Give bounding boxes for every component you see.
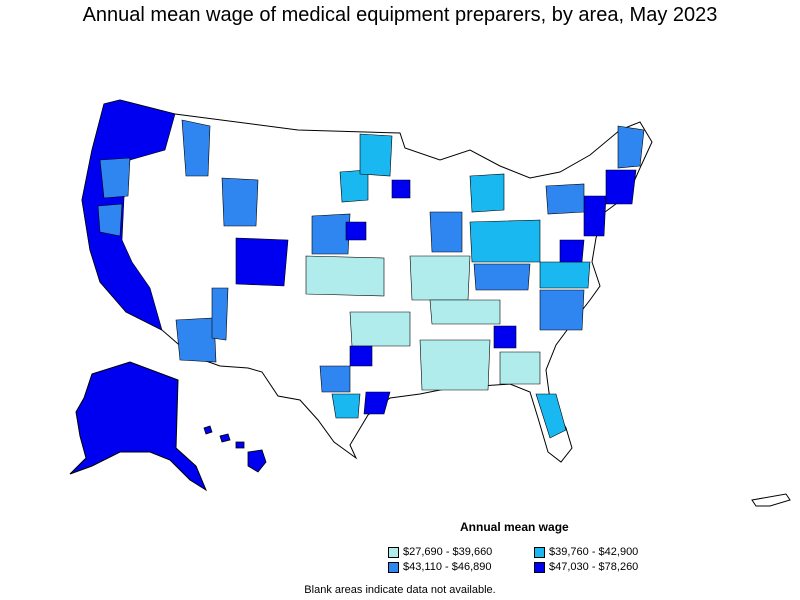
region-northeast — [583, 195, 607, 237]
region-oregon-inland — [99, 157, 131, 199]
region-georgia — [499, 351, 541, 385]
legend-swatch-1 — [388, 547, 399, 558]
region-carolinas — [539, 289, 585, 331]
region-dakotas — [359, 133, 393, 177]
region-colorado — [235, 237, 289, 287]
legend-item-2: $39,760 - $42,900 — [534, 546, 674, 559]
legend-swatch-2 — [534, 547, 545, 558]
hawaii — [203, 425, 267, 473]
region-southeast-light — [419, 339, 491, 391]
region-northern-ca — [97, 203, 123, 237]
region-florida — [535, 393, 567, 439]
region-maine — [617, 125, 645, 169]
region-dallas — [349, 345, 373, 367]
region-nashville — [493, 325, 517, 349]
region-michigan — [469, 173, 505, 213]
region-illinois — [429, 211, 463, 253]
legend-label-1: $27,690 - $39,660 — [403, 546, 493, 558]
no-data-note: Blank areas indicate data not available. — [304, 584, 496, 596]
region-nebraska — [311, 213, 351, 255]
region-iowa — [345, 221, 367, 241]
puerto-rico — [751, 493, 791, 507]
alaska — [69, 361, 208, 492]
region-dc-baltimore — [559, 239, 585, 263]
legend-label-4: $47,030 - $78,260 — [549, 561, 639, 573]
region-montana-east — [339, 169, 369, 203]
region-new-mexico — [211, 287, 229, 341]
legend-item-4: $47,030 - $78,260 — [534, 561, 674, 574]
region-tennessee — [429, 299, 501, 325]
legend-swatch-3 — [388, 562, 399, 573]
map-title: Annual mean wage of medical equipment pr… — [82, 4, 718, 26]
legend-item-1: $27,690 - $39,660 — [388, 546, 534, 559]
region-kansas — [305, 255, 385, 297]
legend-swatch-4 — [534, 562, 545, 573]
region-minneapolis — [391, 179, 411, 199]
region-oklahoma — [349, 311, 411, 347]
legend-label-3: $43,110 - $46,890 — [403, 561, 492, 573]
legend-title: Annual mean wage — [460, 520, 569, 534]
legend-item-3: $43,110 - $46,890 — [388, 561, 534, 574]
legend: $27,690 - $39,660 $39,760 - $42,900 $43,… — [388, 546, 674, 574]
region-kentucky — [473, 263, 531, 291]
region-texas-north — [319, 365, 351, 393]
region-pacific-coast — [81, 99, 176, 331]
region-arizona — [175, 317, 217, 363]
region-houston — [363, 391, 391, 415]
region-new-england — [605, 169, 637, 205]
legend-label-2: $39,760 - $42,900 — [549, 546, 639, 558]
region-ohio-valley — [469, 219, 541, 263]
region-wyoming — [221, 177, 259, 227]
region-virginia — [539, 261, 591, 289]
region-midwest-light — [409, 255, 471, 301]
region-texas-central — [331, 393, 361, 419]
region-idaho-west — [181, 119, 211, 177]
region-new-york-upstate — [545, 183, 585, 215]
